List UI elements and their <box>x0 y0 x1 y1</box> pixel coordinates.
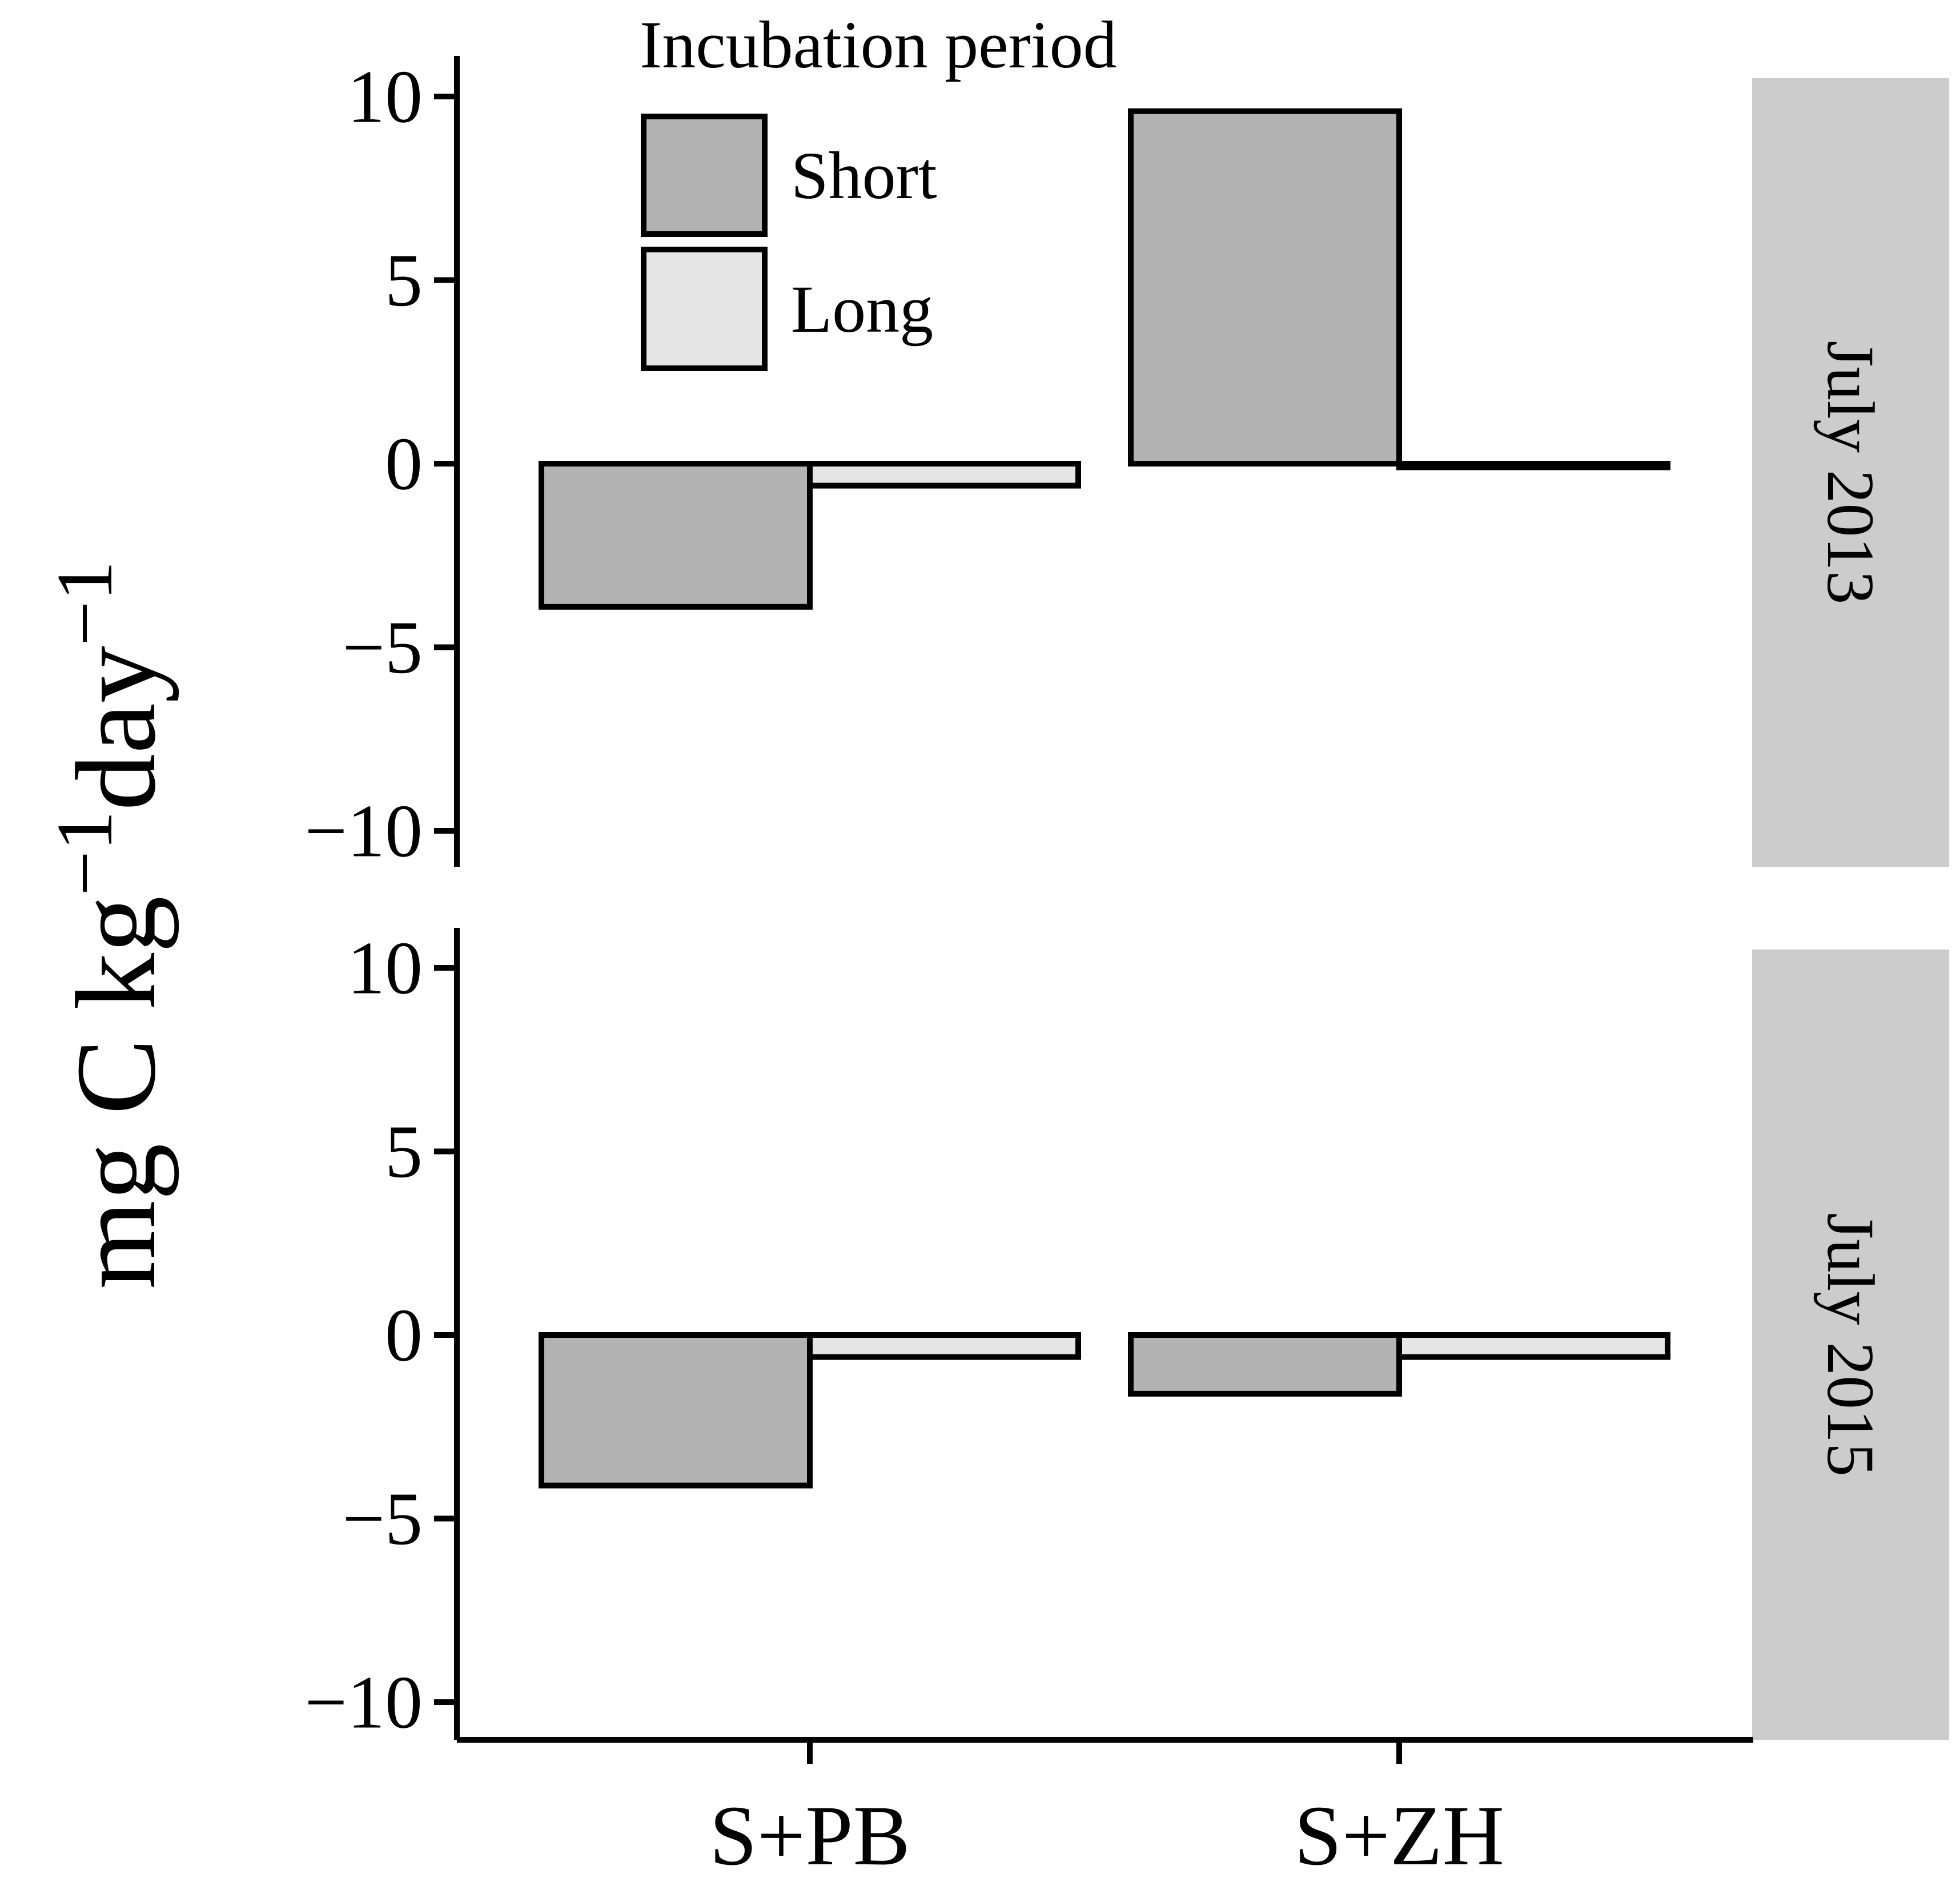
legend-key-long <box>641 247 768 371</box>
y-tick-label: 10 <box>347 926 423 1010</box>
legend-title: Incubation period <box>640 7 1117 82</box>
y-tick-label: 0 <box>385 1293 423 1377</box>
y-tick-label: 5 <box>385 238 423 322</box>
facet-strip <box>1752 949 1949 1740</box>
x-tick-label: S+ZH <box>1294 1788 1504 1879</box>
y-tick-label: −5 <box>343 1477 423 1561</box>
panel-2: July 2015 −10 −5 0 5 10 <box>305 926 1949 1744</box>
y-tick-label: 0 <box>385 422 423 506</box>
panel-1: July 2013 −10 −5 0 5 10 <box>305 55 1949 873</box>
facet-strip <box>1752 78 1949 867</box>
bar-short-szh <box>1128 108 1402 467</box>
legend-label-long: Long <box>791 272 933 347</box>
y-tick-label: −5 <box>343 605 423 689</box>
y-axis-title-base: mg C kg <box>53 896 179 1289</box>
y-tick-label: 10 <box>347 55 423 139</box>
bar-long-spb <box>807 461 1081 489</box>
y-tick-label: −10 <box>305 789 423 873</box>
y-axis-title-base: day <box>53 646 179 811</box>
y-axis-title-superscript: −1 <box>41 811 129 896</box>
bar-short-spb <box>539 1332 813 1489</box>
legend-key-short <box>641 114 768 237</box>
bar-short-spb <box>539 461 813 610</box>
facet-strip-label: July 2015 <box>1813 1213 1888 1477</box>
bar-long-szh <box>1396 1332 1670 1360</box>
legend-label-short: Short <box>791 138 937 213</box>
y-axis-title: mg C kg−1day−1 <box>41 561 179 1289</box>
bar-long-szh <box>1396 461 1670 471</box>
bar-short-szh <box>1128 1332 1402 1397</box>
bar-long-spb <box>807 1332 1081 1360</box>
y-tick-label: −10 <box>305 1660 423 1744</box>
y-axis-title-superscript: −1 <box>41 561 129 646</box>
y-tick-label: 5 <box>385 1109 423 1193</box>
x-tick-label: S+PB <box>709 1788 910 1879</box>
facet-strip-label: July 2013 <box>1813 340 1888 604</box>
